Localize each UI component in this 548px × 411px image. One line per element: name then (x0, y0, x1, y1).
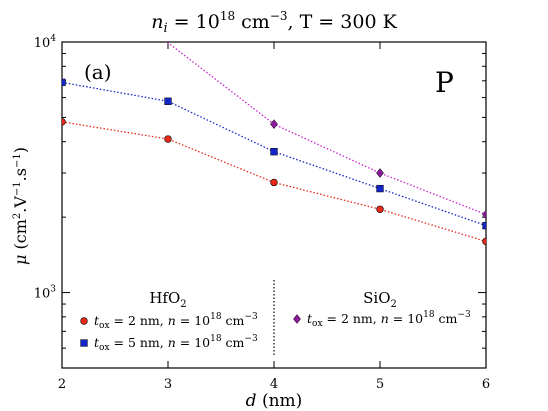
data-point (482, 221, 486, 230)
data-point (62, 118, 66, 126)
data-point (164, 135, 172, 143)
legend-marker (80, 317, 88, 325)
panel-label: (a) (84, 60, 112, 84)
data-point (482, 237, 486, 246)
x-axis-label: d (nm) (246, 391, 303, 411)
data-point (270, 148, 278, 156)
series-line (166, 42, 486, 216)
group-label: HfO2 (149, 289, 186, 310)
y-tick-label: 103 (34, 285, 57, 302)
series-1 (62, 118, 486, 246)
x-tick-label: 2 (58, 377, 66, 392)
axis-labels: d (nm) μ (cm2.V−1.s−1) (11, 147, 302, 411)
x-tick-label: 4 (270, 377, 278, 392)
axis-ticks: 2 3 4 5 6 103 104 (34, 34, 490, 392)
legend-label: tox = 5 nm, n = 1018 cm−3 (94, 334, 258, 353)
y-tick-label: 104 (34, 34, 57, 51)
data-point (164, 97, 172, 105)
x-tick-label: 5 (376, 377, 384, 392)
data-point (270, 178, 278, 187)
data-point (376, 205, 384, 213)
legend-entry-3: tox = 2 nm, n = 1018 cm−3 (293, 310, 471, 329)
x-tick-label: 6 (482, 377, 490, 392)
legend-label: tox = 2 nm, n = 1018 cm−3 (94, 312, 258, 331)
data-point (482, 209, 486, 220)
group-label: SiO2 (363, 289, 397, 310)
title-text: ni = 1018 cm−3, T = 300 K (151, 9, 397, 36)
series-3 (166, 42, 486, 220)
data-point (376, 184, 384, 193)
data-point (62, 78, 66, 87)
legend-entry-2: tox = 5 nm, n = 1018 cm−3 (80, 334, 258, 353)
x-tick-label: 3 (164, 377, 172, 392)
y-axis-label-group: μ (cm2.V−1.s−1) (11, 147, 30, 265)
series-2 (62, 78, 486, 230)
legend-marker (80, 339, 88, 347)
series-layer (62, 42, 486, 246)
chart-title: ni = 1018 cm−3, T = 300 K (151, 9, 397, 36)
legend-entry-1: tox = 2 nm, n = 1018 cm−3 (80, 312, 258, 331)
data-point (376, 168, 384, 178)
carrier-label: P (435, 66, 454, 99)
legend-marker (293, 314, 301, 324)
y-axis-label: μ (cm2.V−1.s−1) (11, 147, 30, 265)
data-point (270, 119, 278, 130)
legend-label: tox = 2 nm, n = 1018 cm−3 (307, 310, 471, 329)
series-clip (62, 42, 486, 246)
